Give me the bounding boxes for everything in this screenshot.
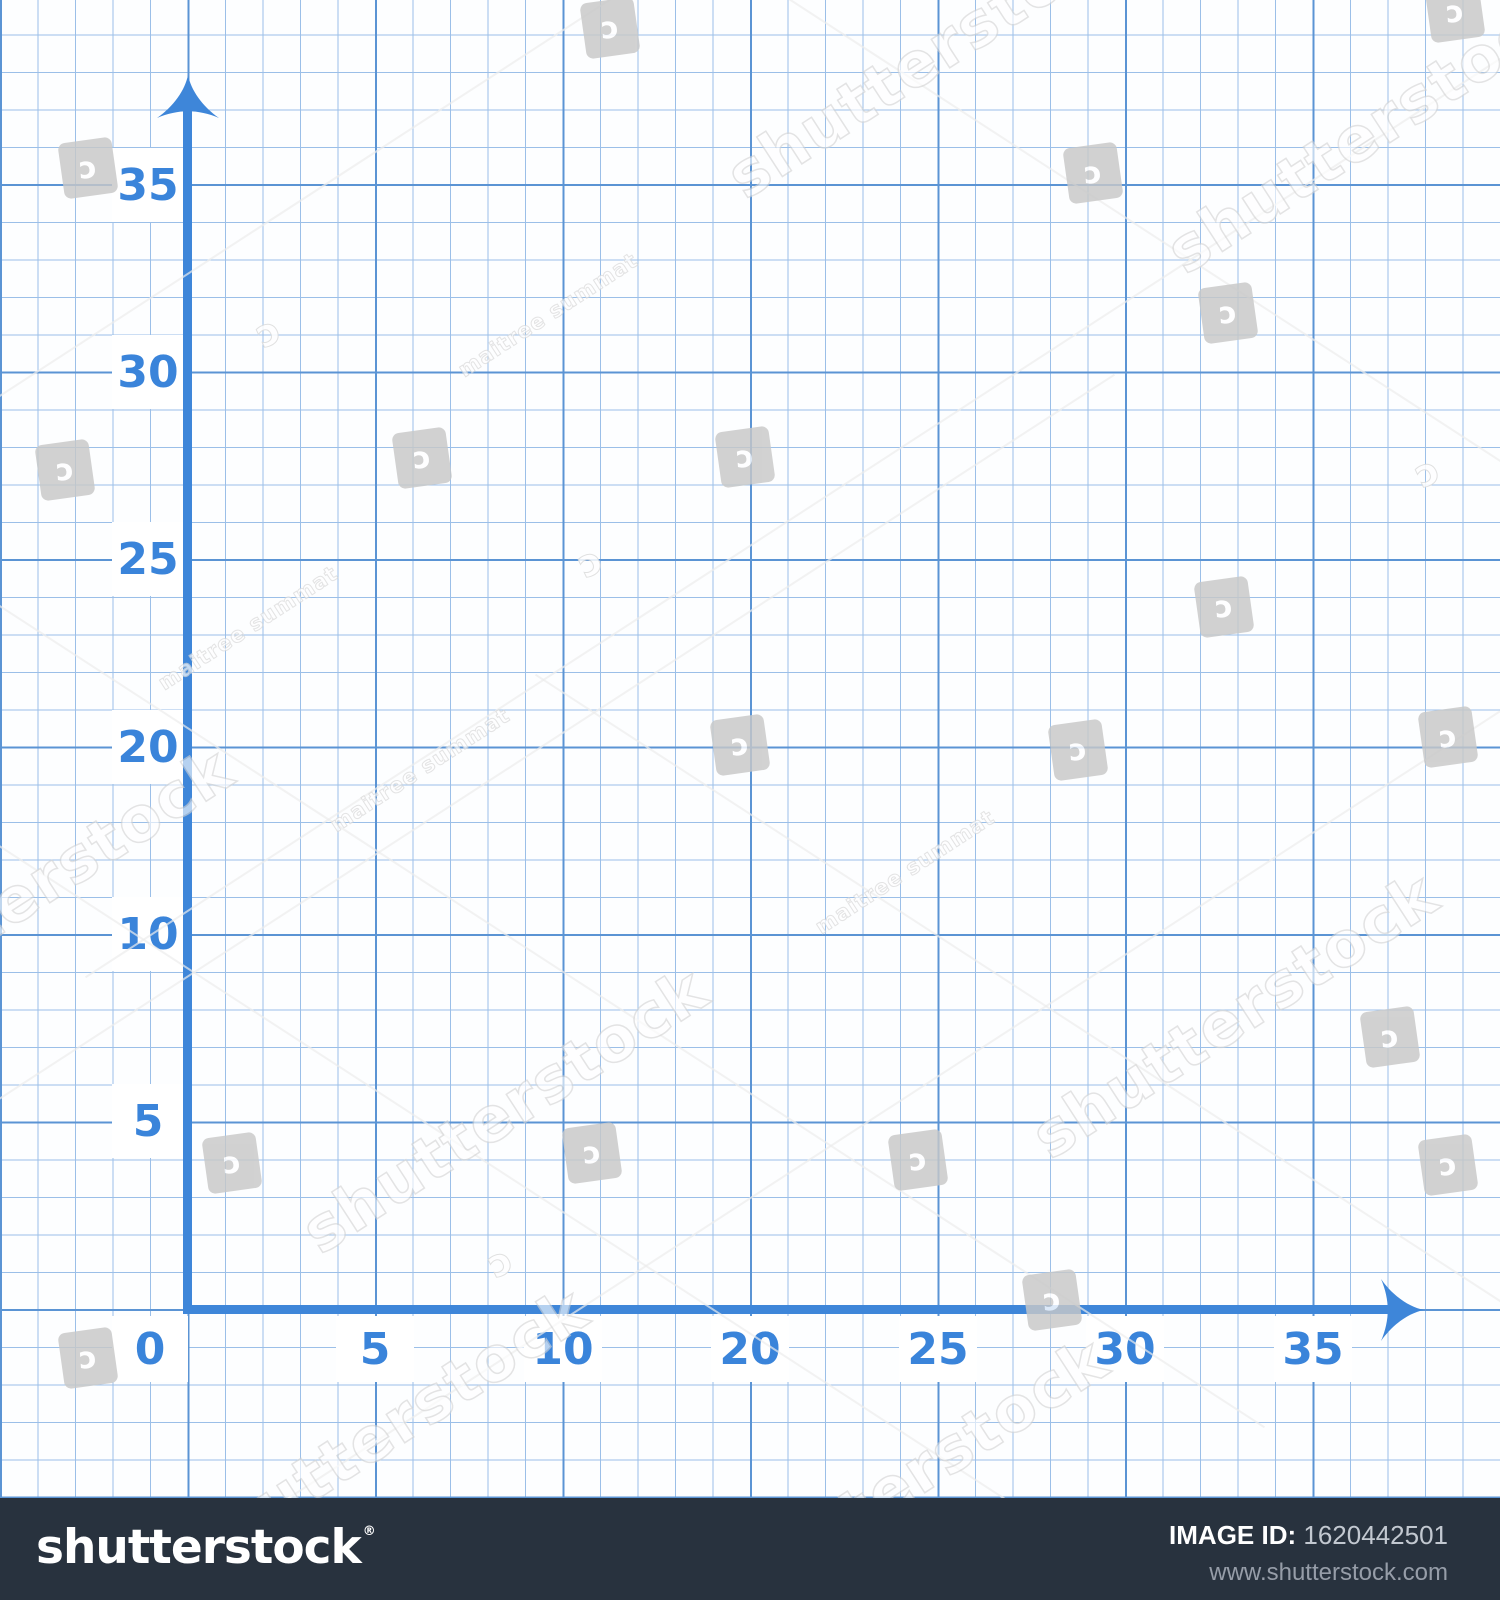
x-axis-arrow-icon [1381, 1279, 1424, 1341]
shutterstock-logo: shutterstock ® [36, 1520, 376, 1575]
x-tick-label-30: 30 [1086, 1316, 1164, 1382]
image-id-value: 1620442501 [1303, 1520, 1448, 1550]
origin-label-0: 0 [112, 1316, 188, 1382]
y-tick-label-20: 20 [112, 710, 184, 784]
x-tick-label-20: 20 [711, 1316, 789, 1382]
x-tick-label-35: 35 [1274, 1316, 1352, 1382]
y-tick-label-30: 30 [112, 335, 184, 409]
x-tick-label-25: 25 [899, 1316, 977, 1382]
y-tick-label-10: 10 [112, 897, 184, 971]
registered-mark: ® [362, 1524, 376, 1539]
y-axis-arrow-icon [157, 75, 219, 118]
logo-text: shutterstock [36, 1520, 362, 1575]
x-tick-label-10: 10 [524, 1316, 602, 1382]
x-tick-label-5: 5 [336, 1316, 414, 1382]
y-tick-label-5: 5 [112, 1084, 184, 1158]
x-axis-line [183, 1305, 1395, 1314]
y-tick-label-25: 25 [112, 522, 184, 596]
image-id-label: IMAGE ID: [1169, 1520, 1297, 1550]
shutterstock-footer-bar: shutterstock ® IMAGE ID: 1620442501 www.s… [0, 1498, 1500, 1600]
y-tick-label-35: 35 [112, 148, 184, 222]
website-url: www.shutterstock.com [1209, 1559, 1448, 1586]
y-axis-line [183, 95, 192, 1314]
image-id-line: IMAGE ID: 1620442501 [1169, 1520, 1448, 1551]
footer-meta: IMAGE ID: 1620442501 www.shutterstock.co… [1169, 1520, 1448, 1587]
graph-paper-grid [0, 0, 1500, 1498]
